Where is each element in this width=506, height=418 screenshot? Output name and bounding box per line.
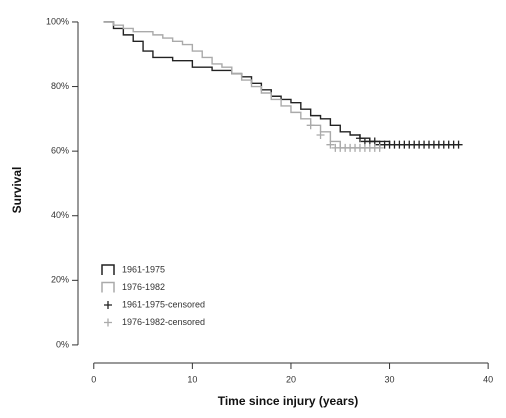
x-tick-label: 30	[385, 374, 395, 384]
x-tick-label: 0	[91, 374, 96, 384]
legend-label: 1976-1982	[122, 282, 165, 292]
censor-mark	[454, 140, 463, 149]
y-tick-label: 100%	[46, 16, 69, 26]
y-axis-label: Survival	[10, 167, 24, 214]
legend-symbol	[104, 301, 112, 309]
legend-label: 1961-1975-censored	[122, 299, 205, 309]
censor-mark	[375, 143, 384, 152]
y-tick-label: 20%	[51, 275, 69, 285]
censor-mark	[316, 130, 325, 139]
legend-symbol	[101, 264, 115, 275]
survival-line	[103, 21, 380, 149]
survival-line	[103, 21, 459, 146]
censor-mark	[326, 140, 335, 149]
x-tick-label: 10	[187, 374, 197, 384]
y-tick-label: 0%	[56, 339, 69, 349]
x-axis-label: Time since injury (years)	[218, 394, 359, 408]
legend-label: 1976-1982-censored	[122, 317, 205, 327]
legend-symbol	[104, 318, 112, 327]
x-tick-label: 20	[286, 374, 296, 384]
censor-mark	[306, 121, 315, 130]
legend-label: 1961-1975	[122, 264, 165, 274]
legend-symbol	[101, 281, 115, 293]
y-tick-label: 60%	[51, 146, 69, 156]
censor-mark	[355, 134, 364, 143]
y-tick-label: 80%	[51, 81, 69, 91]
y-tick-label: 40%	[51, 210, 69, 220]
x-tick-label: 40	[483, 374, 493, 384]
